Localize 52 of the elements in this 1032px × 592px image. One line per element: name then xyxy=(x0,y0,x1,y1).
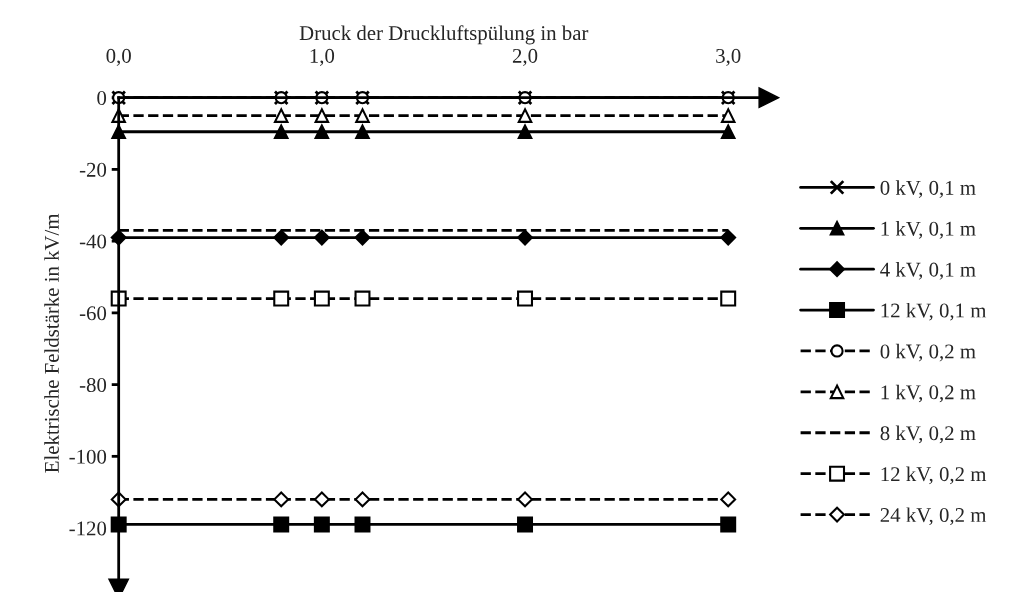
x-tick-label: 2,0 xyxy=(512,48,538,66)
point xyxy=(517,124,533,140)
point xyxy=(314,124,330,140)
y-axis-title: Elektrische Feldstärke in kV/m xyxy=(44,213,60,473)
y-tick-label: -20 xyxy=(79,162,107,177)
point xyxy=(273,516,290,533)
y-tick-label: -120 xyxy=(69,521,107,536)
point xyxy=(313,516,330,533)
y-tick-label: 0 xyxy=(97,91,107,106)
point xyxy=(273,290,290,307)
point xyxy=(273,491,290,508)
x-tick-label: 1,0 xyxy=(310,48,335,66)
x-axis-title: Druck der Druckluftspülung in bar xyxy=(299,25,589,45)
legend-label: 12 kV, 0,1 m xyxy=(881,302,987,321)
x-tick-label: 0,0 xyxy=(106,48,131,66)
y-tick-label: -100 xyxy=(69,449,107,464)
point xyxy=(517,491,533,508)
point xyxy=(517,229,533,246)
point xyxy=(314,108,330,123)
legend-label: 0 kV, 0,2 m xyxy=(880,343,976,362)
point xyxy=(355,124,370,140)
point xyxy=(354,516,371,533)
point xyxy=(720,124,736,140)
legend-label: 12 kV, 0,2 m xyxy=(881,466,987,485)
point xyxy=(354,290,371,307)
point xyxy=(354,229,371,246)
point xyxy=(720,491,737,508)
point xyxy=(313,290,330,307)
point xyxy=(720,290,737,307)
point xyxy=(313,491,330,508)
legend-label: 1 kV, 0,2 m xyxy=(881,384,976,403)
point xyxy=(517,108,533,123)
y-tick-label: -60 xyxy=(79,306,107,321)
point xyxy=(354,491,371,508)
legend-label: 8 kV, 0,2 m xyxy=(880,425,976,444)
point xyxy=(720,108,736,123)
point xyxy=(273,124,289,140)
point xyxy=(355,108,370,123)
point xyxy=(517,516,534,533)
legend-label: 1 kV, 0,1 m xyxy=(881,221,976,239)
legend-label: 0 kV, 0,1 m xyxy=(880,180,976,198)
x-tick-label: 3,0 xyxy=(716,48,741,66)
legend-label: 24 kV, 0,2 m xyxy=(880,507,987,526)
point xyxy=(517,290,534,307)
y-tick-label: -80 xyxy=(79,377,107,393)
point xyxy=(720,516,737,533)
y-tick-label: -40 xyxy=(79,234,107,249)
point xyxy=(313,229,330,246)
point xyxy=(273,108,289,123)
point xyxy=(720,229,737,246)
legend-label: 4 kV, 0,1 m xyxy=(880,262,976,280)
point xyxy=(273,229,290,246)
